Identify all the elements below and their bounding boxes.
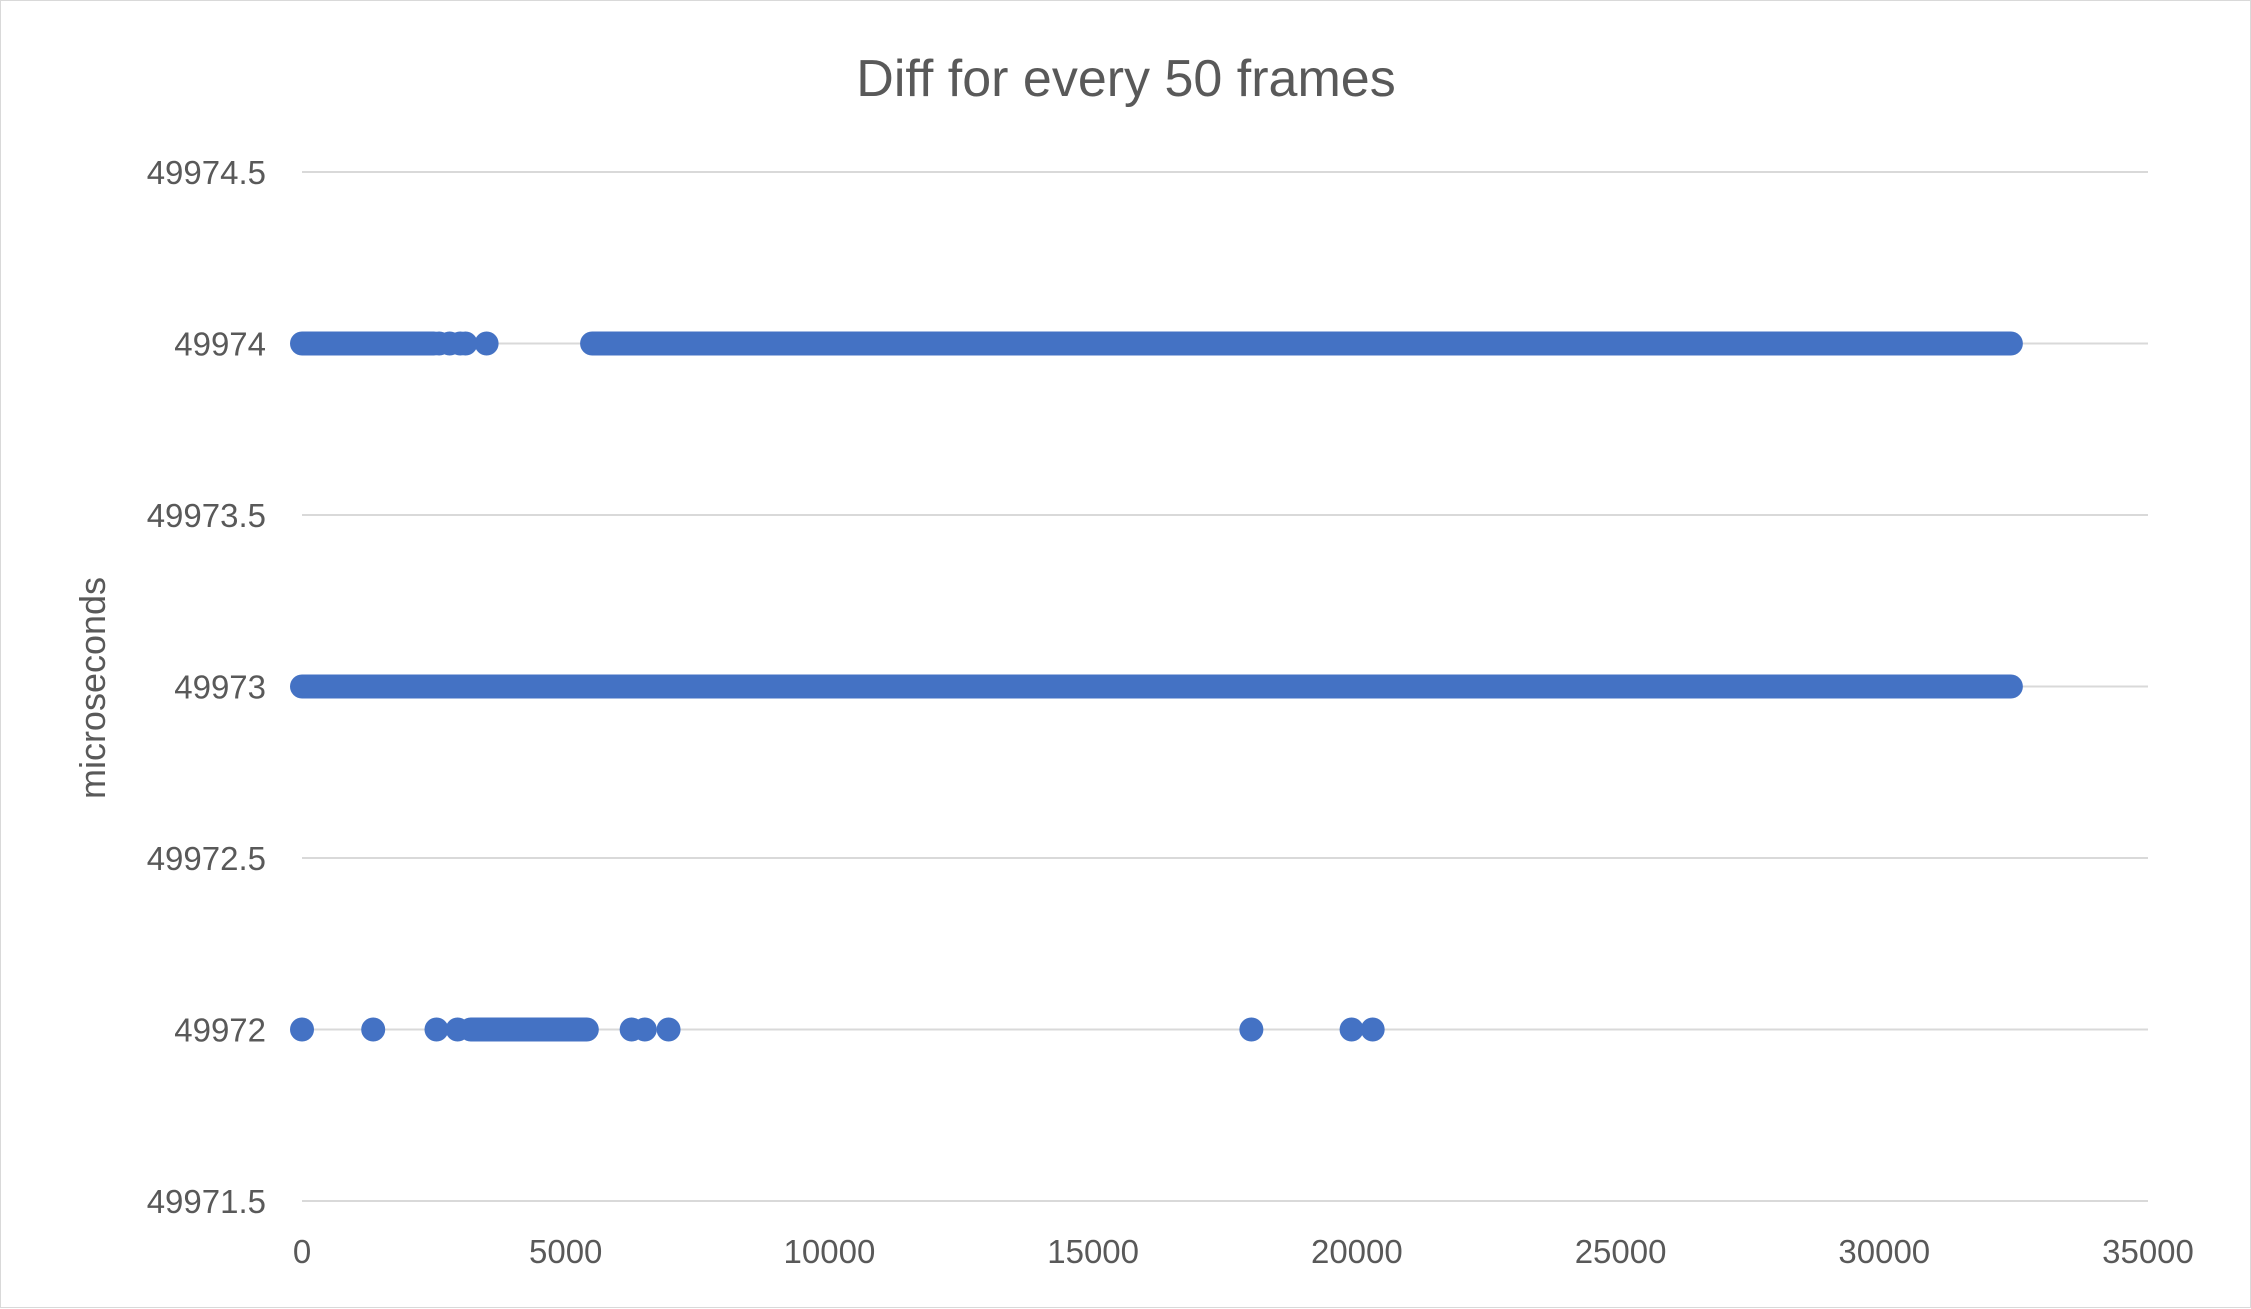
data-point-13 (1339, 1017, 1364, 1042)
data-point-4 (474, 331, 499, 356)
chart-title: Diff for every 50 frames (856, 50, 1395, 108)
data-point-10 (632, 1017, 657, 1042)
data-point-14 (1360, 1017, 1385, 1042)
y-tick-labels: 49974.5 49974 49973.5 49973 49972.5 49972 4997… (147, 154, 266, 1220)
data-point-8 (445, 1017, 470, 1042)
data-point-3 (453, 331, 478, 356)
data-point-6 (361, 1017, 386, 1042)
y-tick-label: 49973.5 (147, 497, 266, 534)
y-tick-label: 49973 (174, 669, 266, 706)
x-tick-label: 20000 (1311, 1233, 1403, 1270)
x-tick-labels: 0 5000 10000 15000 20000 25000 30000 35000 (293, 1233, 2194, 1270)
data-point-7 (424, 1017, 449, 1042)
data-point-12 (1239, 1017, 1264, 1042)
x-tick-label: 25000 (1575, 1233, 1667, 1270)
y-tick-label: 49974 (174, 326, 266, 363)
y-tick-label: 49971.5 (147, 1183, 266, 1220)
x-tick-label: 35000 (2102, 1233, 2194, 1270)
data-point-5 (290, 1017, 314, 1042)
data-point-11 (656, 1017, 681, 1042)
x-tick-label: 10000 (784, 1233, 876, 1270)
y-tick-label: 49974.5 (147, 154, 266, 191)
data-points (290, 331, 2023, 1042)
y-axis-title: microseconds (72, 577, 113, 799)
x-tick-label: 0 (293, 1233, 311, 1270)
x-tick-label: 5000 (529, 1233, 602, 1270)
x-tick-label: 15000 (1047, 1233, 1139, 1270)
y-tick-label: 49972 (174, 1012, 266, 1049)
x-tick-label: 30000 (1838, 1233, 1930, 1270)
y-tick-label: 49972.5 (147, 840, 266, 877)
